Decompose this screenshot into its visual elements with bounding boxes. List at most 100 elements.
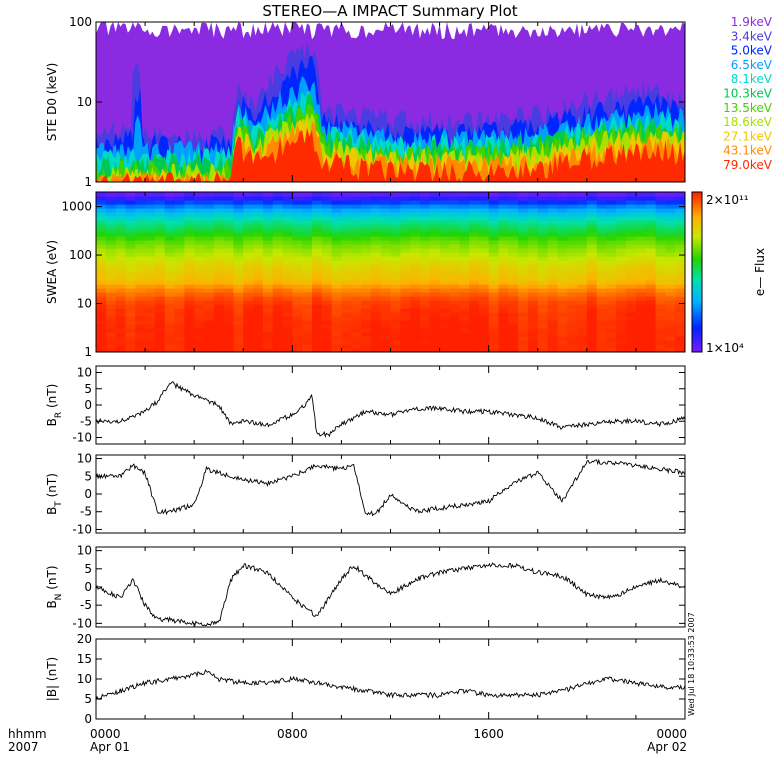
swea-cell — [429, 252, 441, 257]
swea-cell — [331, 216, 343, 221]
swea-cell — [439, 224, 450, 229]
swea-cell — [194, 276, 205, 281]
swea-cell — [311, 276, 323, 281]
swea-cell — [311, 348, 323, 352]
swea-cell — [233, 288, 244, 293]
swea-cell — [370, 316, 382, 321]
swea-cell — [498, 216, 509, 221]
swea-cell — [341, 232, 352, 237]
swea-cell — [586, 272, 598, 277]
swea-cell — [635, 224, 647, 229]
swea-cell — [174, 320, 185, 325]
swea-cell — [105, 208, 117, 213]
swea-cell — [145, 300, 156, 305]
swea-cell — [282, 236, 293, 241]
bt-ytick-label: 10 — [77, 452, 92, 466]
swea-cell — [115, 240, 127, 245]
swea-cell — [508, 248, 519, 253]
swea-cell — [253, 232, 264, 237]
swea-cell — [616, 336, 627, 341]
swea-cell — [145, 344, 156, 349]
swea-cell — [586, 328, 598, 333]
swea-cell — [419, 236, 431, 241]
swea-cell — [361, 288, 372, 293]
swea-cell — [135, 308, 146, 313]
swea-cell — [361, 268, 372, 273]
swea-ylabel: SWEA (eV) — [45, 240, 59, 304]
swea-cell — [518, 248, 529, 253]
swea-cell — [321, 252, 333, 257]
swea-cell — [429, 324, 441, 329]
swea-cell — [547, 252, 558, 257]
swea-cell — [302, 264, 313, 269]
swea-cell — [361, 240, 372, 245]
swea-ytick-label: 1 — [84, 345, 92, 359]
swea-cell — [498, 312, 509, 317]
swea-cell — [115, 236, 127, 241]
swea-cell — [586, 308, 598, 313]
swea-cell — [282, 220, 293, 225]
swea-cell — [439, 332, 450, 337]
swea-data — [96, 192, 685, 352]
swea-cell — [203, 220, 215, 225]
swea-cell — [370, 228, 382, 233]
swea-cell — [272, 244, 284, 249]
swea-cell — [508, 216, 519, 221]
swea-cell — [115, 248, 127, 253]
swea-cell — [469, 232, 480, 237]
swea-cell — [351, 196, 362, 201]
swea-cell — [154, 316, 166, 321]
swea-cell — [331, 332, 343, 337]
swea-cell — [351, 232, 362, 237]
swea-cell — [567, 332, 578, 337]
swea-cell — [351, 260, 362, 265]
swea-cell — [488, 264, 500, 269]
swea-cell — [449, 284, 460, 289]
swea-cell — [145, 332, 156, 337]
swea-cell — [567, 336, 578, 341]
swea-cell — [302, 244, 313, 249]
swea-cell — [282, 296, 293, 301]
swea-cell — [527, 200, 539, 205]
swea-cell — [459, 316, 470, 321]
swea-cell — [145, 296, 156, 301]
swea-cell — [449, 248, 460, 253]
swea-cell — [616, 240, 627, 245]
swea-cell — [213, 304, 225, 309]
swea-cell — [626, 272, 637, 277]
swea-cell — [498, 204, 509, 209]
swea-cell — [400, 256, 411, 261]
swea-cell — [478, 344, 490, 349]
swea-cell — [105, 292, 117, 297]
swea-cell — [527, 268, 539, 273]
swea-cell — [194, 284, 205, 289]
swea-cell — [154, 272, 166, 277]
swea-cell — [429, 264, 441, 269]
swea-cell — [429, 204, 441, 209]
swea-cell — [537, 280, 549, 285]
swea-cell — [125, 196, 136, 201]
swea-cell — [459, 244, 470, 249]
swea-cell — [665, 208, 676, 213]
swea-cell — [518, 212, 529, 217]
swea-cell — [321, 284, 333, 289]
swea-cell — [469, 260, 480, 265]
swea-cell — [380, 264, 392, 269]
swea-cell — [606, 192, 617, 197]
swea-cell — [223, 348, 235, 352]
swea-cell — [213, 212, 225, 217]
swea-cell — [527, 240, 539, 245]
swea-cell — [488, 200, 500, 205]
swea-cell — [164, 260, 176, 265]
swea-cell — [125, 224, 136, 229]
swea-cell — [253, 208, 264, 213]
swea-cell — [655, 224, 666, 229]
swea-cell — [429, 340, 441, 345]
swea-cell — [125, 300, 136, 305]
swea-cell — [665, 200, 676, 205]
swea-cell — [145, 204, 156, 209]
swea-cell — [213, 312, 225, 317]
swea-cell — [125, 316, 136, 321]
swea-cell — [194, 196, 205, 201]
swea-cell — [292, 296, 303, 301]
